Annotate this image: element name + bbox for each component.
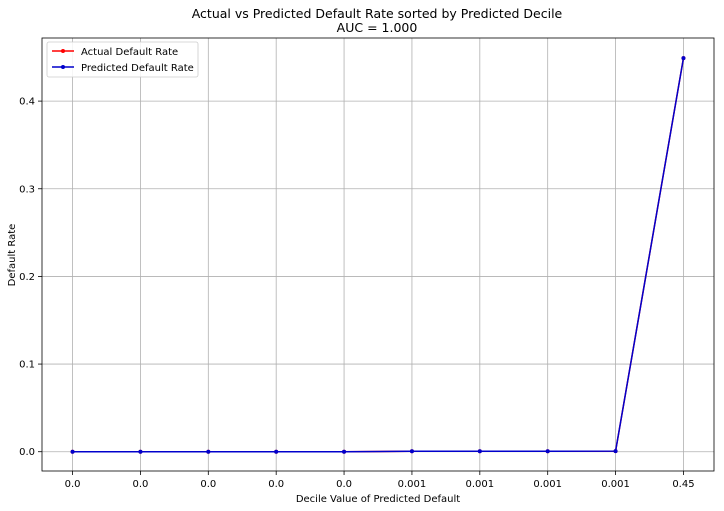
data-point — [545, 449, 550, 454]
data-point — [274, 449, 279, 454]
y-tick-label: 0.2 — [19, 272, 35, 283]
legend-label-actual: Actual Default Rate — [81, 47, 178, 58]
data-point — [70, 449, 75, 454]
x-tick-label: 0.0 — [65, 479, 81, 490]
x-tick-label: 0.001 — [465, 479, 494, 490]
series — [70, 56, 686, 454]
chart-title: Actual vs Predicted Default Rate sorted … — [192, 6, 563, 21]
x-tick-label: 0.0 — [336, 479, 352, 490]
plot-area — [41, 37, 715, 472]
x-tick-label: 0.001 — [601, 479, 630, 490]
legend-marker-predicted — [61, 65, 65, 69]
y-axis-label: Default Rate — [7, 224, 18, 287]
x-tick-label: 0.0 — [268, 479, 284, 490]
y-tick-label: 0.3 — [19, 184, 35, 195]
x-tick-label: 0.0 — [200, 479, 216, 490]
x-axis-label: Decile Value of Predicted Default — [296, 494, 460, 505]
data-point — [409, 449, 414, 454]
series-line-0 — [72, 58, 685, 453]
legend-marker-actual — [61, 49, 65, 53]
y-tick-label: 0.0 — [19, 447, 35, 458]
x-tick-label: 0.45 — [672, 479, 694, 490]
y-tick-label: 0.1 — [19, 360, 35, 371]
data-point — [206, 449, 211, 454]
grid — [42, 38, 714, 471]
legend: Actual Default Rate Predicted Default Ra… — [46, 41, 199, 78]
data-point — [138, 449, 143, 454]
chart-subtitle: AUC = 1.000 — [337, 20, 418, 35]
x-tick-label: 0.001 — [533, 479, 562, 490]
legend-label-predicted: Predicted Default Rate — [81, 63, 194, 74]
series-line-1 — [72, 58, 685, 453]
x-tick-label: 0.001 — [398, 479, 427, 490]
y-tick-label: 0.4 — [19, 97, 35, 108]
legend-box — [46, 41, 199, 78]
data-point — [342, 449, 347, 454]
data-point — [681, 56, 686, 61]
data-point — [613, 449, 618, 454]
x-tick-label: 0.0 — [132, 479, 148, 490]
ticks: 0.0 0.0 0.0 0.0 0.0 0.001 0.001 0.001 0.001 0.45 0… — [19, 97, 694, 490]
data-point — [477, 449, 482, 454]
